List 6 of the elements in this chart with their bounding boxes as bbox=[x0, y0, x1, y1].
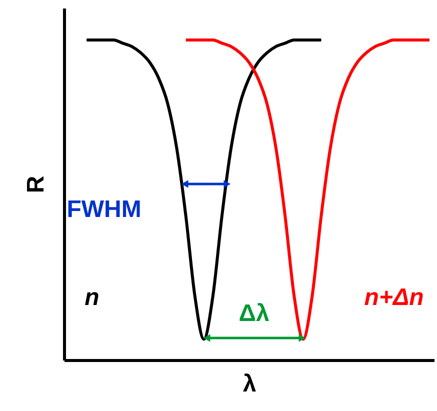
text: n bbox=[84, 284, 100, 311]
y-axis-title: R bbox=[22, 176, 50, 194]
annotation: Δλ bbox=[238, 300, 270, 327]
x-axis-title: λ bbox=[242, 370, 256, 398]
text: n+Δn bbox=[364, 284, 424, 311]
annotation: FWHM bbox=[66, 196, 142, 223]
